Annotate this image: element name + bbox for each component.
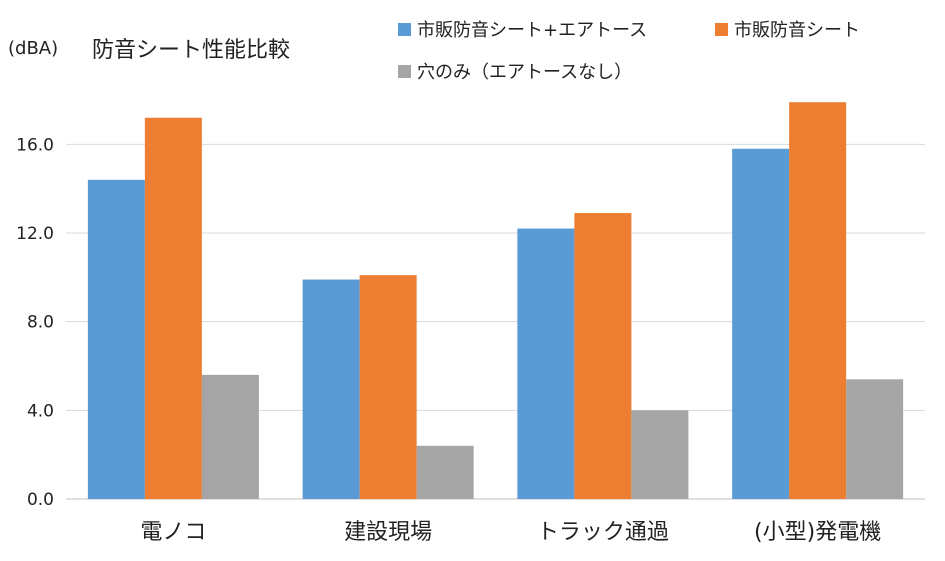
x-tick-label-2: トラック通過 bbox=[537, 520, 669, 545]
bar-0-2 bbox=[201, 374, 259, 499]
x-tick-label-1: 建設現場 bbox=[344, 520, 432, 545]
bar-2-2 bbox=[631, 410, 689, 499]
y-tick-label-2: 8.0 bbox=[27, 313, 54, 333]
x-tick-label-0: 電ノコ bbox=[140, 520, 206, 545]
y-axis-unit-label: (dBA) bbox=[8, 38, 59, 59]
bar-1-0 bbox=[302, 279, 360, 499]
chart-title: 防音シート性能比較 bbox=[92, 38, 291, 63]
bar-0-1 bbox=[144, 117, 202, 499]
y-tick-label-1: 4.0 bbox=[27, 401, 54, 421]
bar-3-0 bbox=[732, 148, 790, 499]
y-tick-label-4: 16.0 bbox=[16, 135, 54, 155]
legend-label-series-0: 市販防音シート+エアトース bbox=[417, 20, 648, 41]
legend-swatch-series-2 bbox=[398, 64, 411, 78]
bar-1-2 bbox=[416, 445, 474, 499]
bar-2-1 bbox=[574, 213, 632, 500]
bar-3-1 bbox=[789, 102, 847, 499]
legend-label-series-1: 市販防音シート bbox=[734, 20, 860, 41]
legend-swatch-series-1 bbox=[715, 22, 728, 36]
bar-3-2 bbox=[846, 379, 904, 499]
bar-2-0 bbox=[517, 228, 575, 500]
legend-item-series-0: 市販防音シート+エアトース bbox=[398, 16, 647, 42]
legend-label-series-2: 穴のみ（エアトースなし） bbox=[417, 62, 633, 83]
bar-0-0 bbox=[87, 179, 145, 500]
legend-item-series-2: 穴のみ（エアトースなし） bbox=[398, 58, 632, 84]
legend-item-series-1: 市販防音シート bbox=[715, 16, 860, 42]
legend-swatch-series-0 bbox=[398, 22, 411, 36]
y-tick-label-3: 12.0 bbox=[16, 224, 54, 244]
x-tick-label-3: (小型)発電機 bbox=[754, 520, 881, 545]
y-tick-label-0: 0.0 bbox=[27, 490, 54, 510]
bar-1-1 bbox=[359, 275, 417, 499]
